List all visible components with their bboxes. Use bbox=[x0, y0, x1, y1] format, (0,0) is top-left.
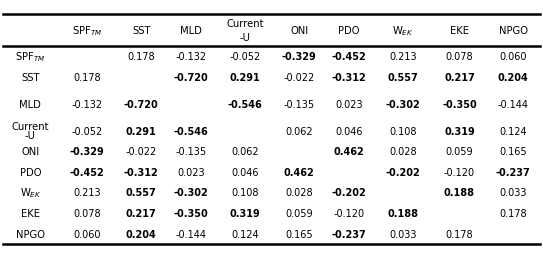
Text: -0.132: -0.132 bbox=[175, 52, 206, 62]
Text: 0.557: 0.557 bbox=[388, 73, 419, 83]
Text: 0.028: 0.028 bbox=[389, 147, 417, 156]
Text: -0.329: -0.329 bbox=[282, 52, 317, 62]
Text: 0.319: 0.319 bbox=[444, 126, 475, 136]
Text: W$_{EK}$: W$_{EK}$ bbox=[393, 24, 414, 38]
Text: Current: Current bbox=[226, 19, 264, 29]
Text: -0.237: -0.237 bbox=[496, 167, 531, 177]
Text: -0.312: -0.312 bbox=[124, 167, 159, 177]
Text: NPGO: NPGO bbox=[16, 229, 45, 239]
Text: -0.350: -0.350 bbox=[174, 208, 209, 218]
Text: -0.144: -0.144 bbox=[498, 100, 529, 109]
Text: 0.078: 0.078 bbox=[446, 52, 473, 62]
Text: EKE: EKE bbox=[450, 26, 469, 36]
Text: -0.350: -0.350 bbox=[442, 100, 477, 109]
Text: 0.204: 0.204 bbox=[498, 73, 529, 83]
Text: -0.144: -0.144 bbox=[175, 229, 206, 239]
Text: -0.312: -0.312 bbox=[332, 73, 367, 83]
Text: 0.213: 0.213 bbox=[389, 52, 417, 62]
Text: 0.178: 0.178 bbox=[73, 73, 101, 83]
Text: -0.237: -0.237 bbox=[332, 229, 367, 239]
Text: ONI: ONI bbox=[21, 147, 39, 156]
Text: 0.059: 0.059 bbox=[446, 147, 473, 156]
Text: -0.120: -0.120 bbox=[333, 208, 364, 218]
Text: W$_{EK}$: W$_{EK}$ bbox=[20, 186, 41, 199]
Text: 0.078: 0.078 bbox=[73, 208, 101, 218]
Text: ONI: ONI bbox=[291, 26, 308, 36]
Text: MLD: MLD bbox=[180, 26, 202, 36]
Text: 0.462: 0.462 bbox=[284, 167, 315, 177]
Text: MLD: MLD bbox=[20, 100, 41, 109]
Text: 0.178: 0.178 bbox=[446, 229, 473, 239]
Text: 0.062: 0.062 bbox=[286, 126, 313, 136]
Text: 0.165: 0.165 bbox=[286, 229, 313, 239]
Text: 0.319: 0.319 bbox=[230, 208, 261, 218]
Text: -0.202: -0.202 bbox=[332, 188, 367, 198]
Text: Current: Current bbox=[11, 122, 49, 132]
Text: 0.188: 0.188 bbox=[388, 208, 419, 218]
Text: -0.302: -0.302 bbox=[174, 188, 209, 198]
Text: 0.023: 0.023 bbox=[335, 100, 363, 109]
Text: -0.452: -0.452 bbox=[70, 167, 104, 177]
Text: -0.022: -0.022 bbox=[125, 147, 157, 156]
Text: 0.165: 0.165 bbox=[500, 147, 527, 156]
Text: -0.052: -0.052 bbox=[72, 126, 103, 136]
Text: 0.023: 0.023 bbox=[177, 167, 205, 177]
Text: -0.720: -0.720 bbox=[174, 73, 209, 83]
Text: 0.557: 0.557 bbox=[126, 188, 157, 198]
Text: 0.124: 0.124 bbox=[500, 126, 527, 136]
Text: 0.028: 0.028 bbox=[286, 188, 313, 198]
Text: 0.033: 0.033 bbox=[500, 188, 527, 198]
Text: 0.217: 0.217 bbox=[126, 208, 157, 218]
Text: 0.108: 0.108 bbox=[389, 126, 417, 136]
Text: 0.213: 0.213 bbox=[73, 188, 101, 198]
Text: -0.452: -0.452 bbox=[332, 52, 367, 62]
Text: 0.291: 0.291 bbox=[126, 126, 157, 136]
Text: 0.217: 0.217 bbox=[444, 73, 475, 83]
Text: SPF$_{TM}$: SPF$_{TM}$ bbox=[15, 50, 46, 64]
Text: 0.046: 0.046 bbox=[231, 167, 259, 177]
Text: PDO: PDO bbox=[20, 167, 41, 177]
Text: SPF$_{TM}$: SPF$_{TM}$ bbox=[72, 24, 102, 38]
Text: 0.462: 0.462 bbox=[333, 147, 364, 156]
Text: -0.132: -0.132 bbox=[72, 100, 103, 109]
Text: 0.060: 0.060 bbox=[73, 229, 101, 239]
Text: SST: SST bbox=[21, 73, 40, 83]
Text: -0.329: -0.329 bbox=[70, 147, 104, 156]
Text: -0.546: -0.546 bbox=[228, 100, 262, 109]
Text: SST: SST bbox=[132, 26, 150, 36]
Text: -0.202: -0.202 bbox=[386, 167, 421, 177]
Text: PDO: PDO bbox=[338, 26, 360, 36]
Text: 0.060: 0.060 bbox=[500, 52, 527, 62]
Text: -0.720: -0.720 bbox=[124, 100, 159, 109]
Text: 0.062: 0.062 bbox=[231, 147, 259, 156]
Text: -0.120: -0.120 bbox=[444, 167, 475, 177]
Text: NPGO: NPGO bbox=[499, 26, 528, 36]
Text: -U: -U bbox=[239, 33, 251, 43]
Text: 0.059: 0.059 bbox=[286, 208, 313, 218]
Text: 0.178: 0.178 bbox=[500, 208, 527, 218]
Text: 0.033: 0.033 bbox=[389, 229, 417, 239]
Text: -0.546: -0.546 bbox=[174, 126, 209, 136]
Text: 0.046: 0.046 bbox=[335, 126, 363, 136]
Text: -0.302: -0.302 bbox=[386, 100, 421, 109]
Text: -0.135: -0.135 bbox=[175, 147, 206, 156]
Text: -0.052: -0.052 bbox=[230, 52, 261, 62]
Text: EKE: EKE bbox=[21, 208, 40, 218]
Text: -0.022: -0.022 bbox=[283, 73, 315, 83]
Text: -0.135: -0.135 bbox=[284, 100, 315, 109]
Text: 0.291: 0.291 bbox=[230, 73, 261, 83]
Text: 0.108: 0.108 bbox=[231, 188, 259, 198]
Text: -U: -U bbox=[25, 131, 36, 140]
Text: 0.188: 0.188 bbox=[444, 188, 475, 198]
Text: 0.178: 0.178 bbox=[128, 52, 155, 62]
Text: 0.204: 0.204 bbox=[126, 229, 157, 239]
Text: 0.124: 0.124 bbox=[231, 229, 259, 239]
